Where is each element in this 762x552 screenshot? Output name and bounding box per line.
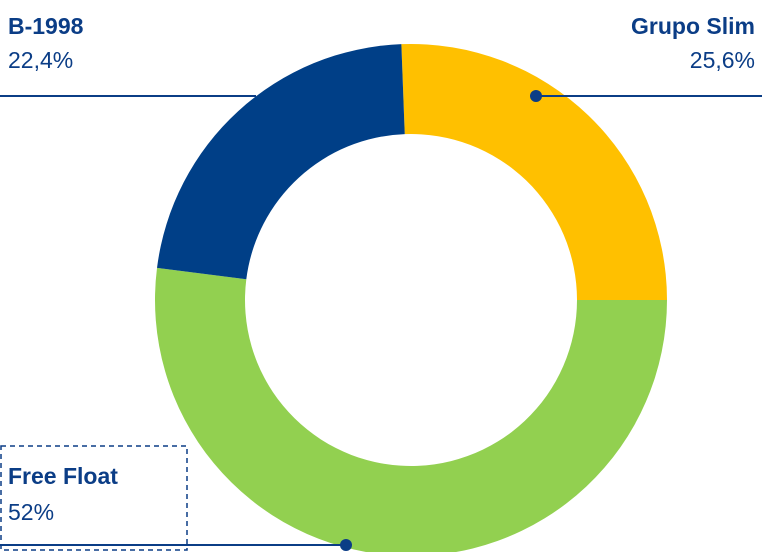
- wedge: [157, 44, 405, 280]
- wedge: [155, 267, 667, 552]
- legend-label: Free Float: [8, 463, 118, 489]
- legend-label: Grupo Slim: [631, 13, 755, 39]
- value-label: 25,6%: [690, 47, 755, 73]
- leader-dot: [530, 90, 542, 102]
- leader-dot: [340, 539, 352, 551]
- value-label: 22,4%: [8, 47, 73, 73]
- value-label: 52%: [8, 499, 54, 525]
- label-box: [0, 445, 188, 551]
- donut: [155, 44, 667, 552]
- legend-label: B-1998: [8, 13, 84, 39]
- wedge: [401, 44, 667, 300]
